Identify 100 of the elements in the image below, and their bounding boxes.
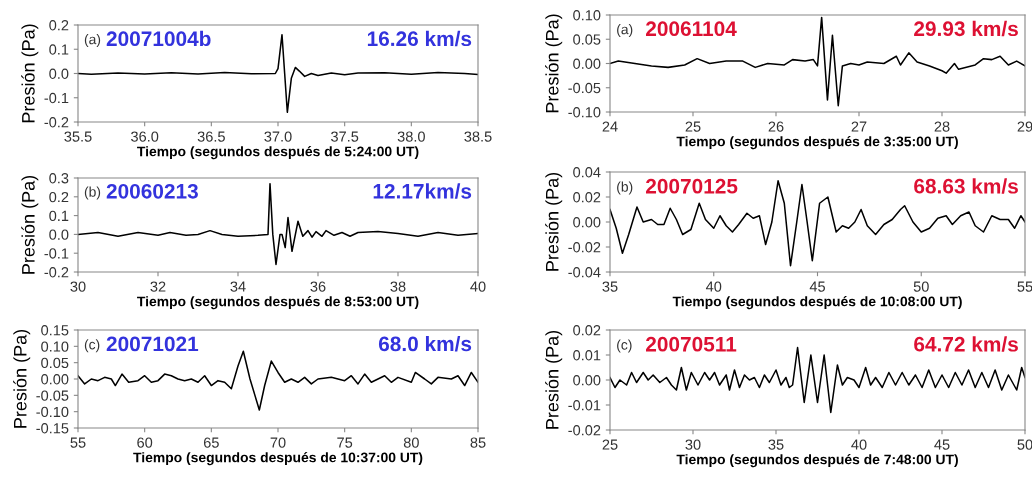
y-tick-label: 0.05 — [41, 357, 69, 369]
y-tick-label: 0.04 — [573, 167, 601, 178]
annotation: (c) — [617, 339, 632, 353]
x-tick-label: 35 — [602, 281, 618, 292]
x-tick-label: 32 — [150, 281, 166, 292]
y-tick-label: -0.10 — [36, 406, 69, 418]
y-axis-title: Presión (Pa) — [21, 24, 39, 123]
x-tick-label: 36.5 — [197, 131, 225, 142]
y-tick-label: -0.05 — [568, 82, 601, 94]
annotation: 64.72 km/s — [914, 336, 1018, 352]
x-tick-label: 34 — [230, 281, 246, 292]
y-tick-label: -0.01 — [568, 400, 601, 411]
y-tick-label: -0.2 — [44, 267, 69, 278]
y-tick-label: 0.0 — [49, 229, 69, 240]
line-series — [610, 179, 1025, 267]
x-tick-label: 85 — [470, 437, 486, 448]
x-tick-label: 29 — [1017, 121, 1032, 132]
y-tick-label: 0.15 — [41, 325, 69, 336]
y-tick-label: 0.00 — [573, 217, 601, 228]
x-tick-label: 37.0 — [264, 131, 292, 142]
annotation: 29.93 km/s — [914, 20, 1018, 37]
x-tick-label: 65 — [203, 437, 219, 448]
y-tick-label: -0.1 — [44, 92, 69, 104]
annotation: (a) — [617, 24, 633, 37]
x-tick-label: 30 — [685, 439, 701, 450]
x-tick-label: 40 — [470, 281, 486, 292]
y-axis-title: Presión (Pa) — [21, 175, 39, 274]
line-series — [78, 182, 478, 266]
x-tick-label: 26 — [768, 121, 784, 132]
y-tick-label: -0.15 — [36, 423, 69, 434]
x-tick-label: 55 — [70, 437, 86, 448]
x-tick-label: 27 — [851, 121, 867, 132]
y-tick-label: 0.01 — [573, 350, 601, 361]
x-axis-title: Tiempo (segundos después de 7:48:00 UT) — [676, 454, 958, 468]
y-tick-label: -0.10 — [568, 107, 601, 118]
x-tick-label: 38.0 — [397, 131, 425, 142]
annotation: 20061104 — [646, 21, 737, 37]
annotation: 20071021 — [106, 336, 199, 352]
y-tick-label: 0.2 — [49, 191, 69, 203]
annotation: 68.0 km/s — [378, 335, 472, 352]
x-tick-label: 36.0 — [131, 131, 159, 142]
y-tick-label: 0.1 — [49, 210, 69, 222]
y-tick-label: -0.04 — [568, 267, 601, 278]
annotation: 68.63 km/s — [914, 178, 1018, 194]
x-tick-label: 60 — [137, 437, 153, 448]
y-tick-label: 0.00 — [41, 374, 69, 385]
annotation: 16.26 km/s — [367, 30, 472, 47]
y-tick-label: 0.10 — [573, 10, 601, 21]
x-tick-label: 40 — [851, 439, 867, 450]
y-tick-label: 0.0 — [49, 68, 69, 79]
x-tick-label: 25 — [602, 439, 618, 450]
y-tick-label: 0.1 — [49, 44, 69, 55]
annotation: 20070125 — [646, 178, 738, 194]
y-axis-title: Presión (Pa) — [13, 329, 31, 428]
y-tick-label: 0.00 — [573, 58, 601, 69]
y-tick-label: 0.00 — [573, 375, 601, 386]
y-axis-title: Presión (Pa) — [545, 330, 563, 429]
annotation: 20071004b — [106, 30, 211, 47]
annotation: (b) — [84, 186, 101, 200]
x-tick-label: 25 — [685, 121, 701, 132]
y-tick-label: 0.02 — [573, 325, 601, 336]
y-tick-label: -0.02 — [568, 242, 601, 253]
y-tick-label: 0.02 — [573, 192, 601, 203]
x-tick-label: 37.5 — [331, 131, 359, 142]
y-tick-label: -0.1 — [44, 248, 69, 259]
x-tick-label: 45 — [934, 439, 950, 450]
y-tick-label: -0.2 — [44, 117, 69, 128]
x-tick-label: 36 — [310, 281, 326, 292]
x-tick-label: 24 — [602, 121, 618, 132]
x-tick-label: 50 — [1017, 439, 1032, 450]
y-tick-label: -0.02 — [568, 425, 601, 436]
annotation: (b) — [617, 181, 633, 195]
annotation: (a) — [84, 34, 101, 47]
x-tick-label: 35 — [768, 439, 784, 450]
y-tick-label: 0.2 — [49, 20, 69, 31]
annotation: 20070511 — [646, 336, 737, 352]
annotation: (c) — [84, 339, 100, 353]
x-tick-label: 30 — [70, 281, 86, 292]
x-tick-label: 38 — [390, 281, 406, 292]
x-tick-label: 75 — [337, 437, 353, 448]
y-tick-label: 0.3 — [49, 173, 69, 184]
y-axis-title: Presión (Pa) — [545, 172, 563, 271]
annotation: 20060213 — [106, 183, 198, 199]
x-tick-label: 50 — [913, 281, 929, 292]
annotation: 12.17km/s — [373, 183, 472, 199]
x-tick-label: 38.5 — [464, 131, 492, 142]
y-tick-label: 0.10 — [41, 341, 69, 352]
y-tick-label: 0.05 — [573, 34, 601, 45]
x-tick-label: 80 — [403, 437, 419, 448]
x-axis-title: Tiempo (segundos después de 10:08:00 UT) — [672, 296, 962, 310]
x-tick-label: 28 — [934, 121, 950, 132]
x-axis-title: Tiempo (segundos después de 10:37:00 UT) — [133, 452, 423, 466]
x-tick-label: 35.5 — [64, 131, 92, 142]
x-tick-label: 55 — [1017, 281, 1032, 292]
y-axis-title: Presión (Pa) — [545, 14, 563, 113]
x-tick-label: 70 — [270, 437, 286, 448]
x-axis-title: Tiempo (segundos después de 5:24:00 UT) — [137, 146, 419, 160]
x-tick-label: 40 — [705, 281, 722, 292]
x-tick-label: 45 — [809, 281, 825, 292]
x-axis-title: Tiempo (segundos después de 8:53:00 UT) — [137, 296, 419, 310]
